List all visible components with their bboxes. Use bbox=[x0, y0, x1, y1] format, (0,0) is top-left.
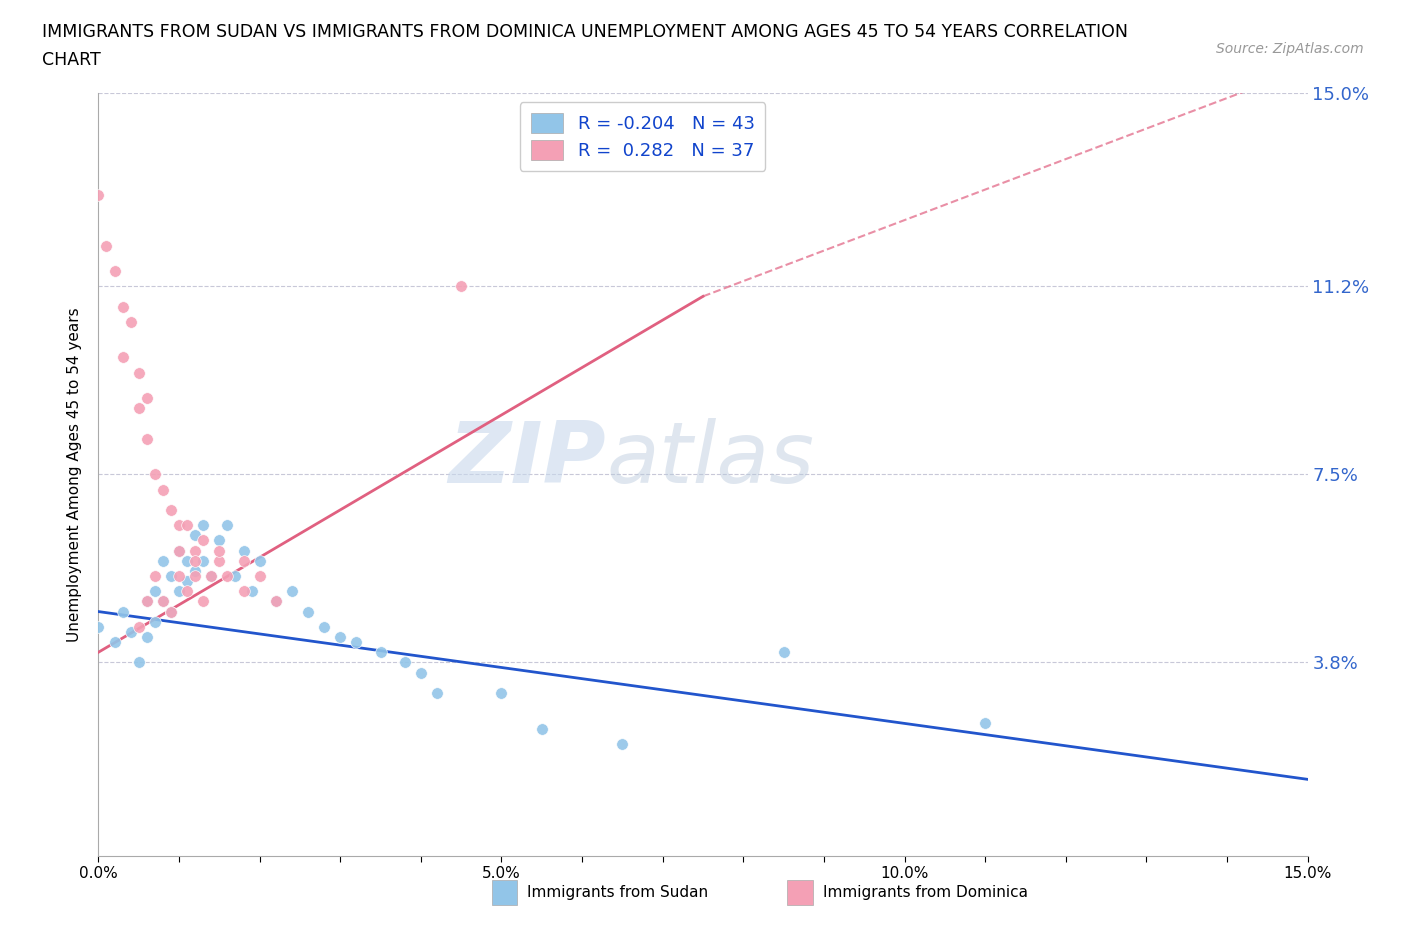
Point bbox=[184, 568, 207, 583]
Point bbox=[128, 619, 150, 634]
Point bbox=[974, 716, 997, 731]
Point bbox=[152, 594, 174, 609]
Point bbox=[135, 432, 157, 446]
Point bbox=[152, 553, 174, 568]
Point bbox=[96, 238, 118, 253]
Point bbox=[409, 665, 432, 680]
Point bbox=[426, 685, 449, 700]
Point bbox=[217, 518, 239, 533]
Point bbox=[184, 553, 207, 568]
Point bbox=[612, 737, 634, 751]
Point bbox=[176, 584, 198, 599]
Point bbox=[135, 594, 157, 609]
Point bbox=[143, 615, 166, 630]
FancyBboxPatch shape bbox=[492, 880, 517, 905]
Point bbox=[128, 365, 150, 380]
Point bbox=[111, 350, 134, 365]
Point bbox=[772, 644, 794, 659]
Point bbox=[232, 584, 254, 599]
Point bbox=[217, 568, 239, 583]
Point bbox=[103, 263, 125, 278]
Text: IMMIGRANTS FROM SUDAN VS IMMIGRANTS FROM DOMINICA UNEMPLOYMENT AMONG AGES 45 TO : IMMIGRANTS FROM SUDAN VS IMMIGRANTS FROM… bbox=[42, 23, 1128, 41]
Point bbox=[167, 568, 190, 583]
Point bbox=[143, 568, 166, 583]
Point bbox=[152, 594, 174, 609]
Point bbox=[128, 655, 150, 670]
Point bbox=[200, 568, 222, 583]
Point bbox=[281, 584, 304, 599]
Point bbox=[208, 543, 231, 558]
Point bbox=[167, 543, 190, 558]
Legend: R = -0.204   N = 43, R =  0.282   N = 37: R = -0.204 N = 43, R = 0.282 N = 37 bbox=[520, 102, 765, 171]
Point bbox=[297, 604, 319, 619]
Point bbox=[530, 721, 553, 736]
Point bbox=[240, 584, 263, 599]
Text: CHART: CHART bbox=[42, 51, 101, 69]
Point bbox=[208, 533, 231, 548]
Point bbox=[103, 634, 125, 649]
Text: Immigrants from Sudan: Immigrants from Sudan bbox=[527, 884, 709, 900]
Text: Immigrants from Dominica: Immigrants from Dominica bbox=[823, 884, 1028, 900]
Point bbox=[344, 634, 367, 649]
Point bbox=[135, 630, 157, 644]
Point bbox=[329, 630, 352, 644]
Point bbox=[143, 467, 166, 482]
Point bbox=[176, 574, 198, 589]
Point bbox=[135, 594, 157, 609]
Point bbox=[314, 619, 336, 634]
Point bbox=[135, 391, 157, 405]
Point bbox=[160, 604, 183, 619]
Text: ZIP: ZIP bbox=[449, 418, 606, 500]
Text: Source: ZipAtlas.com: Source: ZipAtlas.com bbox=[1216, 42, 1364, 56]
Point bbox=[193, 518, 215, 533]
Point bbox=[249, 553, 271, 568]
Point bbox=[128, 401, 150, 416]
Point bbox=[208, 553, 231, 568]
Point bbox=[184, 528, 207, 543]
Point bbox=[370, 644, 392, 659]
Text: atlas: atlas bbox=[606, 418, 814, 500]
Point bbox=[167, 584, 190, 599]
Point bbox=[176, 518, 198, 533]
Point bbox=[160, 604, 183, 619]
Point bbox=[160, 568, 183, 583]
Point bbox=[264, 594, 287, 609]
Point bbox=[394, 655, 416, 670]
Point bbox=[249, 568, 271, 583]
Point bbox=[167, 518, 190, 533]
Point bbox=[184, 564, 207, 578]
Point bbox=[193, 553, 215, 568]
Point bbox=[184, 543, 207, 558]
Point bbox=[200, 568, 222, 583]
Y-axis label: Unemployment Among Ages 45 to 54 years: Unemployment Among Ages 45 to 54 years bbox=[67, 307, 83, 642]
Point bbox=[87, 619, 110, 634]
Point bbox=[193, 594, 215, 609]
Point bbox=[491, 685, 513, 700]
Point bbox=[111, 299, 134, 314]
Point bbox=[224, 568, 246, 583]
Point bbox=[87, 187, 110, 202]
Point bbox=[450, 279, 472, 294]
Point bbox=[111, 604, 134, 619]
Point bbox=[264, 594, 287, 609]
Point bbox=[143, 584, 166, 599]
Point bbox=[120, 314, 142, 329]
Point bbox=[167, 543, 190, 558]
FancyBboxPatch shape bbox=[787, 880, 813, 905]
Point bbox=[176, 553, 198, 568]
Point bbox=[232, 543, 254, 558]
Point bbox=[193, 533, 215, 548]
Point bbox=[232, 553, 254, 568]
Point bbox=[120, 624, 142, 639]
Point bbox=[152, 482, 174, 497]
Point bbox=[160, 502, 183, 517]
